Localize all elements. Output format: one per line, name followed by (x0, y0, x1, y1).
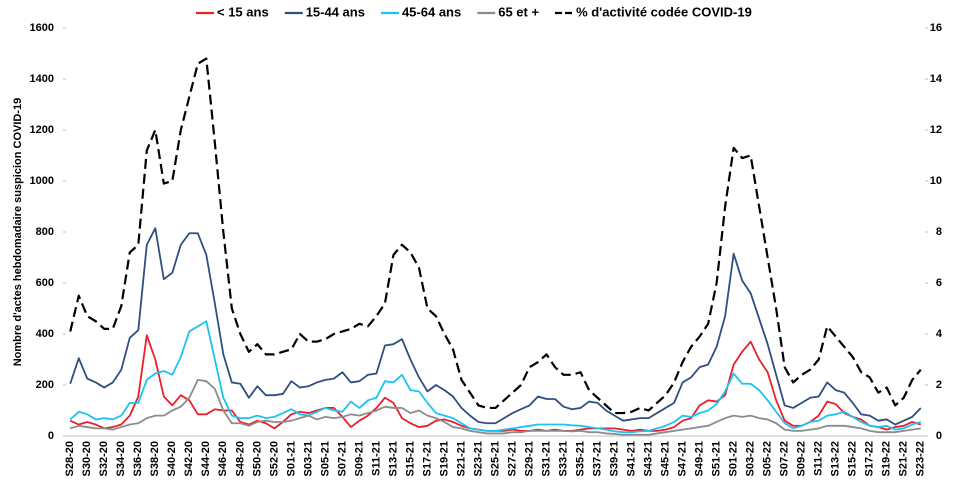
x-tick-label: S17-21 (421, 441, 433, 476)
y-axis-label: Nombre d'actes hebdomadaire suspicion CO… (12, 98, 24, 367)
x-tick-label: S39-21 (608, 441, 620, 476)
x-tick-label: S32-20 (98, 441, 110, 476)
y-tick-label: 200 (36, 379, 54, 391)
legend-label: 65 et + (498, 4, 539, 19)
y-tick-label: 1600 (30, 22, 54, 34)
x-tick-label: S19-22 (881, 441, 893, 476)
x-tick-label: S38-20 (149, 441, 161, 476)
y2-tick-label: 6 (936, 277, 942, 289)
x-tick-label: S42-20 (183, 441, 195, 476)
x-tick-label: S13-22 (830, 441, 842, 476)
x-tick-label: S36-20 (132, 441, 144, 476)
y-tick-label: 0 (48, 430, 54, 442)
x-tick-label: S48-20 (234, 441, 246, 476)
x-tick-label: S25-21 (489, 441, 501, 476)
y-tick-label: 600 (36, 277, 54, 289)
x-tick-label: S28-20 (64, 441, 76, 476)
series-line (69, 379, 921, 436)
y2-tick-label: 10 (930, 175, 942, 187)
legend-label: < 15 ans (217, 4, 269, 19)
y2-tick-label: 16 (930, 22, 942, 34)
y-tick-label: 1200 (30, 124, 54, 136)
y-tick-label: 1400 (30, 73, 54, 85)
x-tick-label: S31-21 (540, 441, 552, 476)
x-tick-label: S05-22 (762, 441, 774, 476)
x-tick-label: S09-21 (353, 441, 365, 476)
x-tick-label: S51-21 (711, 441, 723, 476)
y2-tick-label: 8 (936, 226, 942, 238)
x-tick-label: S30-20 (81, 441, 93, 476)
y2-tick-label: 0 (936, 430, 942, 442)
series-line (69, 227, 922, 426)
x-tick-label: S05-21 (319, 441, 331, 476)
y-tick-label: 1000 (30, 175, 54, 187)
x-tick-label: S15-22 (847, 441, 859, 476)
y-tick-label: 800 (36, 226, 54, 238)
y2-tick-label: 2 (936, 379, 942, 391)
x-tick-label: S40-20 (166, 441, 178, 476)
x-tick-label: S21-21 (455, 441, 467, 476)
x-tick-label: S15-21 (404, 441, 416, 476)
x-tick-label: S11-22 (813, 441, 825, 476)
x-tick-label: S37-21 (591, 441, 603, 476)
x-tick-label: S09-22 (796, 441, 808, 476)
x-tick-label: S07-22 (779, 441, 791, 476)
x-tick-label: S23-22 (915, 441, 927, 476)
x-tick-label: S44-20 (200, 441, 212, 476)
y2-tick-label: 14 (930, 73, 943, 85)
x-tick-label: S13-21 (387, 441, 399, 476)
x-tick-label: S49-21 (694, 441, 706, 476)
y-tick-label: 400 (36, 328, 54, 340)
x-tick-label: S47-21 (677, 441, 689, 476)
series-line (69, 57, 922, 415)
x-tick-label: S21-22 (898, 441, 910, 476)
legend-label: 45-64 ans (402, 4, 461, 19)
x-tick-label: S34-20 (115, 441, 127, 476)
x-tick-label: S52-20 (268, 441, 280, 476)
x-tick-label: S45-21 (660, 441, 672, 476)
x-tick-label: S19-21 (438, 441, 450, 476)
y2-tick-label: 12 (930, 124, 942, 136)
x-tick-label: S23-21 (472, 441, 484, 476)
x-tick-label: S03-22 (745, 441, 757, 476)
x-tick-label: S07-21 (336, 441, 348, 476)
legend-label: % d'activité codée COVID-19 (576, 4, 752, 19)
x-tick-label: S27-21 (506, 441, 518, 476)
y2-tick-label: 4 (936, 328, 943, 340)
x-tick-label: S43-21 (642, 441, 654, 476)
x-tick-label: S29-21 (523, 441, 535, 476)
x-tick-label: S11-21 (370, 441, 382, 476)
x-tick-label: S33-21 (557, 441, 569, 476)
legend-label: 15-44 ans (306, 4, 365, 19)
x-tick-label: S17-22 (864, 441, 876, 476)
x-tick-label: S01-22 (728, 441, 740, 476)
x-tick-label: S35-21 (574, 441, 586, 476)
x-tick-label: S03-21 (302, 441, 314, 476)
x-tick-label: S41-21 (625, 441, 637, 476)
x-tick-label: S01-21 (285, 441, 297, 476)
x-tick-label: S50-20 (251, 441, 263, 476)
series-line (69, 320, 922, 434)
x-tick-label: S46-20 (217, 441, 229, 476)
